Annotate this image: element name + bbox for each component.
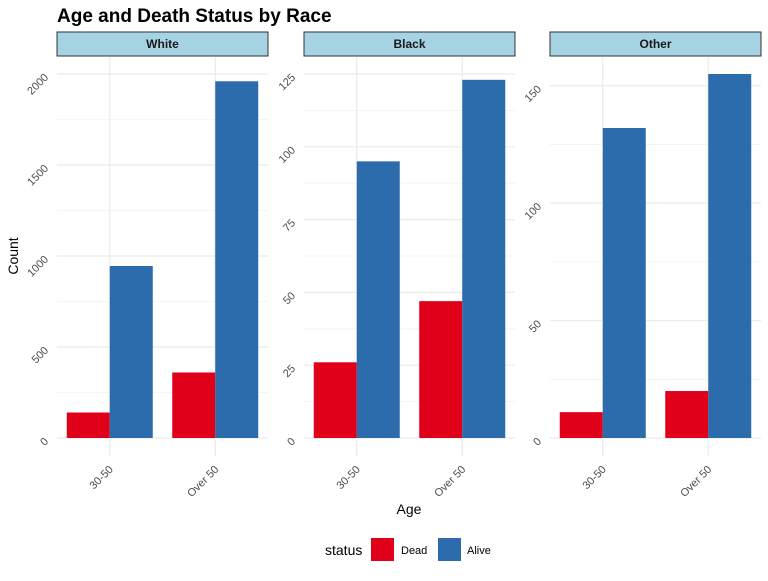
x-tick-label: Over 50: [185, 464, 221, 500]
bar-dead-30-50: [559, 412, 603, 438]
legend-label-alive: Alive: [467, 545, 491, 557]
y-tick-label: 0: [531, 436, 544, 449]
legend-swatch-alive: [438, 538, 461, 561]
bar-dead-over-50: [665, 391, 709, 438]
bar-alive-30-50: [356, 161, 400, 439]
y-tick-label: 150: [523, 83, 544, 104]
facet-strip-label: Black: [393, 37, 425, 51]
y-tick-label: 50: [281, 290, 298, 307]
x-tick-label: 30-50: [334, 464, 362, 492]
bar-alive-over-50: [462, 79, 506, 438]
x-axis-title: Age: [397, 501, 422, 517]
y-tick-label: 100: [277, 144, 298, 165]
facet-panel-white: White 0 500 1000 1500 2000 30-50 Over 50: [25, 31, 269, 500]
bar-dead-30-50: [66, 412, 110, 438]
legend-label-dead: Dead: [401, 545, 427, 557]
y-tick-label: 25: [281, 363, 298, 380]
y-tick-label: 125: [277, 72, 298, 93]
facet-strip-label: Other: [639, 37, 671, 51]
bar-dead-30-50: [313, 362, 357, 438]
bar-alive-30-50: [109, 266, 153, 438]
chart-title: Age and Death Status by Race: [57, 6, 332, 27]
bar-alive-30-50: [602, 128, 646, 438]
x-tick-label: Over 50: [432, 464, 468, 500]
x-tick-label: 30-50: [87, 464, 115, 492]
y-tick-label: 0: [38, 436, 51, 449]
y-tick-label: 2000: [25, 72, 51, 98]
bar-dead-over-50: [172, 372, 216, 438]
y-tick-label: 50: [527, 318, 544, 335]
facet-strip-label: White: [146, 37, 179, 51]
facet-panel-other: Other 0 50 100 150 30-50 Over 50: [523, 31, 762, 500]
y-tick-label: 0: [285, 436, 298, 449]
y-tick-label: 1000: [25, 254, 51, 280]
y-tick-label: 100: [523, 201, 544, 222]
x-tick-label: Over 50: [678, 464, 714, 500]
bar-alive-over-50: [215, 81, 259, 438]
bar-dead-over-50: [419, 301, 463, 438]
facet-panel-black: Black 0 25 50 75 100 125 30-50 Over 50: [277, 31, 516, 500]
y-axis-title: Count: [5, 237, 21, 274]
bar-alive-over-50: [708, 74, 752, 438]
y-tick-label: 1500: [25, 163, 51, 189]
facet-strip: [56, 31, 269, 57]
legend-title: status: [325, 542, 362, 558]
x-tick-label: 30-50: [580, 464, 608, 492]
legend-swatch-dead: [371, 538, 394, 561]
y-tick-label: 75: [281, 217, 298, 234]
legend: status Dead Alive: [325, 538, 491, 561]
facet-strip: [549, 31, 762, 57]
facet-strip: [303, 31, 516, 57]
y-tick-label: 500: [30, 345, 51, 366]
